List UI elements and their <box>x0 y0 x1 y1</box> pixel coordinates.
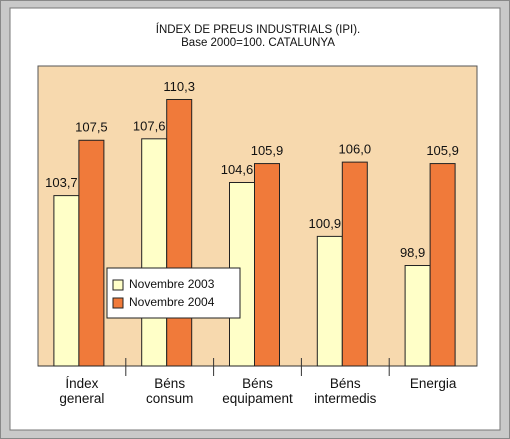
value-label: 107,5 <box>75 120 108 135</box>
x-tick-label: Energia <box>409 376 457 391</box>
bar <box>341 161 368 367</box>
bar <box>166 98 193 367</box>
x-tick-label: Béns consum <box>146 376 194 406</box>
value-label: 110,3 <box>163 79 195 94</box>
legend-label: Novembre 2003 <box>129 277 215 291</box>
bar <box>53 195 80 367</box>
x-tick-label: Índex general <box>59 376 105 406</box>
legend-swatch <box>112 279 124 291</box>
value-label: 104,6 <box>221 162 254 177</box>
chart-subtitle: Base 2000=100. CATALUNYA <box>181 37 335 49</box>
value-label: 100,9 <box>309 216 342 231</box>
bar <box>78 139 105 367</box>
chart-title: ÍNDEX DE PREUS INDUSTRIALS (IPI). <box>156 23 360 36</box>
value-label: 98,9 <box>400 245 425 260</box>
value-label: 103,7 <box>45 175 78 190</box>
value-label: 106,0 <box>339 142 372 157</box>
bar <box>254 163 280 367</box>
bar <box>141 138 168 367</box>
bar <box>316 235 343 367</box>
value-label: 107,6 <box>133 118 166 133</box>
legend-label: Novembre 2004 <box>129 295 215 309</box>
x-tick-label: Béns equipament <box>222 376 293 406</box>
legend <box>106 267 241 319</box>
legend-swatch <box>112 297 124 309</box>
bar <box>429 163 456 367</box>
x-tick-label: Béns intermedis <box>314 376 377 406</box>
value-label: 105,9 <box>426 143 459 158</box>
bar <box>404 265 431 367</box>
value-label: 105,9 <box>251 143 284 158</box>
